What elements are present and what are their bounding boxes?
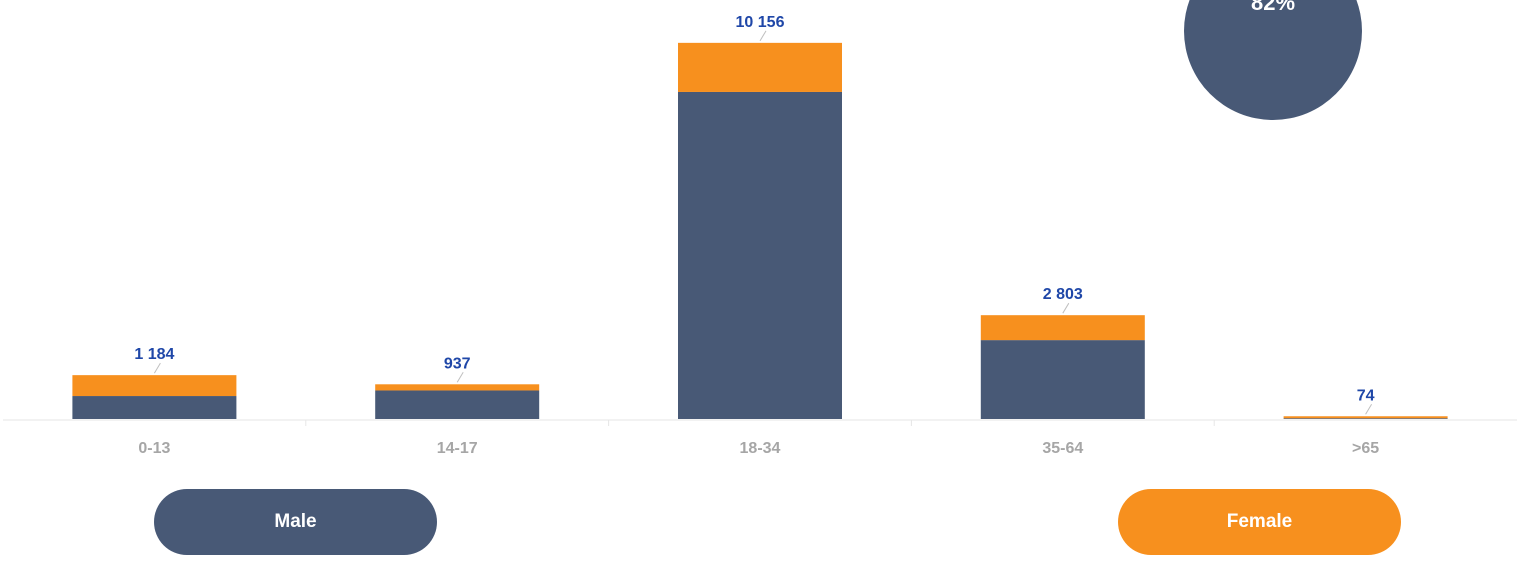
bar-value-label: 10 156 [736,14,785,31]
percentage-label: 82% [1250,0,1296,15]
x-tick-label: >65 [1352,440,1379,457]
bar-segment-male-1 [375,390,540,419]
bar-value-label: 2 803 [1043,286,1083,303]
bar-segment-female-2 [678,42,842,92]
x-tick-label: 0-13 [138,440,170,457]
legend-female-label: Female [1226,511,1293,532]
value-leader-line [1062,302,1070,314]
value-leader-line [1365,404,1373,415]
x-tick-label: 14-17 [437,440,478,457]
legend-male-label: Male [274,511,317,532]
x-tick-label: 18-34 [740,440,781,457]
bar-segment-female-1 [375,384,540,391]
value-leader-line [456,372,464,383]
bar-segment-female-3 [980,315,1145,341]
legend-male-button[interactable]: Male [154,489,437,555]
bar-value-label: 1 184 [134,346,174,363]
bar-segment-male-4 [1283,418,1448,419]
bar-value-label: 937 [444,355,471,372]
legend-female-button[interactable]: Female [1118,489,1401,555]
bar-value-label: 74 [1357,387,1375,404]
value-leader-line [759,30,767,42]
value-leader-line [153,362,161,374]
bar-segment-female-0 [72,375,237,397]
bar-segment-male-3 [980,340,1145,419]
x-tick-label: 35-64 [1042,440,1083,457]
bar-segment-female-4 [1283,416,1448,419]
bar-segment-male-0 [72,396,237,419]
bar-segment-male-2 [678,91,842,420]
